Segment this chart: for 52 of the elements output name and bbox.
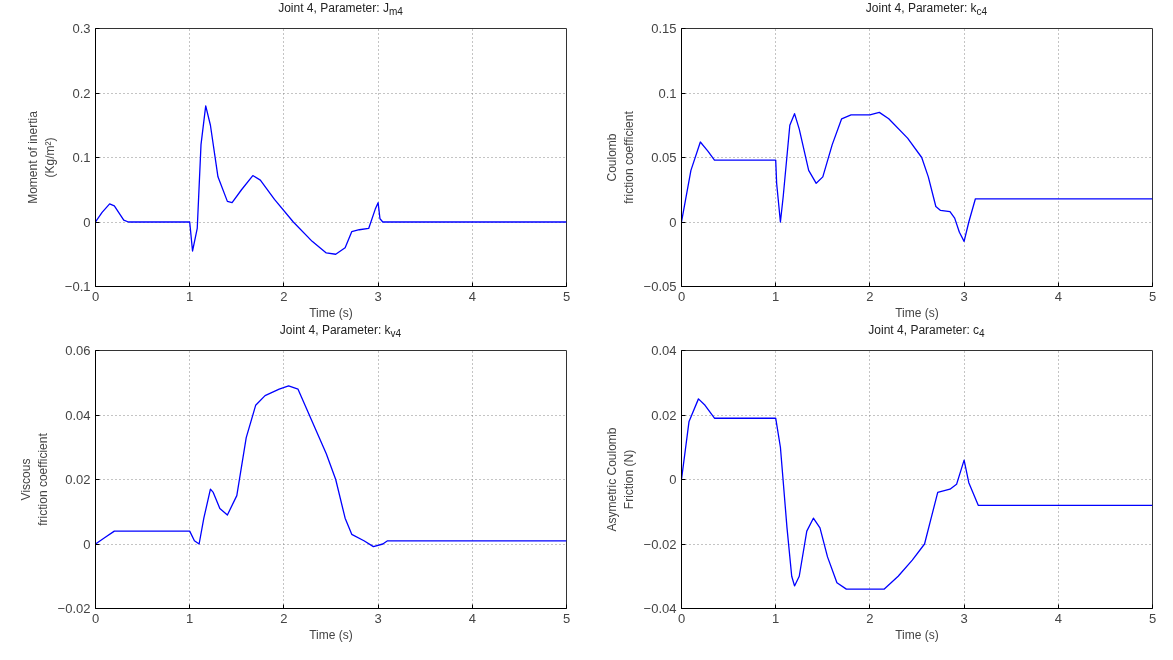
y-tick-label: 0.02 — [651, 407, 677, 423]
y-axis-title: Coulomb friction coefficient — [604, 110, 636, 204]
x-tick-label: 3 — [960, 288, 968, 304]
x-tick-label: 4 — [468, 288, 476, 304]
y-tick-label: 0 — [669, 214, 677, 230]
chart-title: Joint 4, Parameter: J$_{m4}$ — [278, 0, 403, 20]
y-tick-label: 0 — [83, 214, 91, 230]
x-tick-label: 1 — [186, 288, 194, 304]
y-tick-label: 0 — [83, 536, 91, 552]
y-axis-title: Asymetric Coulomb Friction (N) — [604, 427, 636, 532]
y-tick-label: −0.04 — [643, 601, 677, 616]
y-tick-label: −0.1 — [64, 279, 91, 294]
x-tick-label: 5 — [562, 610, 571, 626]
x-tick-label: 5 — [562, 288, 571, 304]
y-tick-label: −0.05 — [643, 279, 677, 294]
y-tick-label: 0.15 — [651, 21, 677, 36]
y-tick-label: 0.1 — [72, 150, 91, 165]
x-tick-label: 1 — [772, 288, 780, 304]
y-axis-title: Moment of inertia (Kg/m²) — [26, 110, 57, 204]
y-tick-label: −0.02 — [57, 601, 91, 616]
chart-title: Joint 4, Parameter: k$_{c4}$ — [865, 0, 988, 20]
y-tick-label: 0.06 — [65, 343, 91, 358]
y-tick-label: 0.04 — [65, 407, 91, 423]
y-tick-label: 0.05 — [651, 150, 677, 165]
x-tick-label: 5 — [1148, 610, 1157, 626]
x-axis-title: Time (s) — [895, 305, 939, 320]
x-tick-label: 2 — [280, 288, 288, 304]
y-tick-label: −0.02 — [643, 536, 677, 552]
x-axis-title: Time (s) — [309, 305, 353, 320]
x-axis-title: Time (s) — [309, 627, 353, 642]
y-tick-label: 0 — [669, 472, 677, 487]
x-axis-title: Time (s) — [895, 627, 939, 642]
x-tick-label: 1 — [186, 610, 194, 626]
chart-title: Joint 4, Parameter: c$_{4}$ — [868, 322, 985, 342]
y-tick-label: 0.02 — [65, 472, 91, 487]
chart-title: Joint 4, Parameter: k$_{v4}$ — [279, 322, 402, 342]
y-tick-label: 0.2 — [72, 85, 91, 101]
y-axis-title: Viscous friction coefficient — [18, 432, 50, 526]
y-tick-label: 0.04 — [651, 343, 677, 358]
x-tick-label: 3 — [374, 610, 382, 626]
x-tick-label: 3 — [960, 610, 968, 626]
x-tick-label: 2 — [866, 610, 874, 626]
x-tick-label: 4 — [1054, 288, 1062, 304]
y-tick-label: 0.3 — [72, 21, 91, 36]
y-tick-label: 0.1 — [658, 85, 677, 101]
x-tick-label: 4 — [468, 610, 476, 626]
x-tick-label: 2 — [866, 288, 874, 304]
x-tick-label: 3 — [374, 288, 382, 304]
x-tick-label: 5 — [1148, 288, 1157, 304]
x-tick-label: 1 — [772, 610, 780, 626]
x-tick-label: 4 — [1054, 610, 1062, 626]
x-tick-label: 2 — [280, 610, 288, 626]
